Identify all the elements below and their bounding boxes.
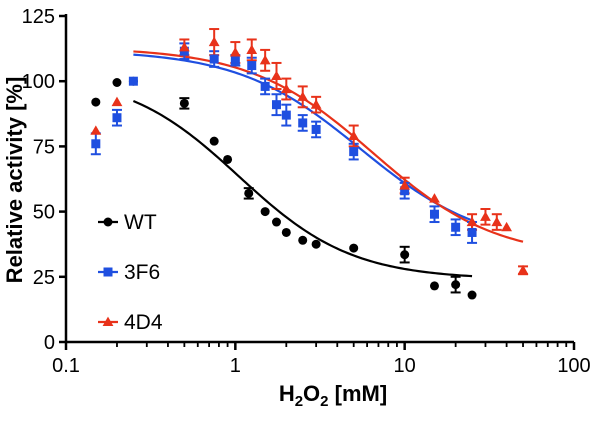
data-point-wt	[209, 136, 219, 146]
x-axis-title: H2O2 [mM]	[279, 381, 387, 410]
data-point-wt	[429, 281, 439, 291]
data-point-wt	[271, 217, 281, 227]
data-point-4d4	[246, 44, 258, 54]
data-point-3f6	[230, 55, 240, 65]
data-point-4d4	[480, 211, 491, 221]
y-axis-title: Relative activity [%]	[2, 77, 27, 284]
data-point-3f6	[271, 100, 281, 110]
y-tick-label: 0	[44, 332, 55, 354]
data-point-4d4	[111, 96, 123, 107]
data-point-wt	[112, 78, 122, 88]
y-tick-label: 75	[33, 136, 55, 158]
legend-marker-3f6	[103, 267, 113, 277]
legend: WT 3F6 4D4	[98, 211, 163, 334]
data-point-4d4	[259, 54, 271, 65]
data-point-wt	[91, 97, 101, 107]
fit-line-4d4	[133, 50, 524, 243]
data-point-4d4	[517, 264, 529, 275]
data-point-3f6	[400, 186, 410, 196]
axes: 0 25 50 75 100 125 0.1 1 10 100	[22, 6, 591, 377]
data-point-4d4	[501, 221, 513, 232]
y-tick-label: 25	[33, 267, 55, 289]
data-point-3f6	[311, 124, 321, 134]
data-point-4d4	[280, 83, 292, 94]
fit-line-wt	[132, 99, 473, 278]
data-point-3f6	[281, 110, 291, 120]
data-point-wt	[311, 239, 321, 249]
x-tick-label: 100	[557, 355, 590, 377]
data-point-3f6	[112, 113, 122, 123]
x-title-h: H	[279, 381, 295, 406]
data-point-3f6	[260, 81, 270, 91]
data-point-3f6	[298, 118, 308, 128]
data-point-4d4	[90, 125, 102, 135]
x-title-sub1: 2	[295, 393, 303, 410]
data-point-4d4	[271, 70, 282, 81]
data-point-4d4	[399, 180, 411, 190]
data-point-4d4	[466, 216, 478, 227]
data-point-3f6	[429, 209, 439, 219]
error-bars	[90, 28, 529, 294]
y-tick-label: 50	[33, 202, 55, 224]
x-title-sub2: 2	[320, 393, 328, 410]
data-point-3f6	[349, 147, 359, 157]
data-point-wt	[281, 227, 291, 237]
legend-marker-4d4	[102, 316, 114, 327]
legend-label-3f6: 3F6	[124, 261, 160, 284]
data-point-4d4	[348, 130, 360, 141]
data-point-3f6	[91, 139, 101, 149]
y-tick-label: 100	[22, 71, 55, 93]
data-markers	[90, 36, 529, 300]
legend-marker-wt	[103, 217, 113, 227]
data-point-wt	[467, 290, 477, 300]
data-point-wt	[451, 280, 461, 290]
data-point-wt	[179, 98, 189, 108]
data-point-4d4	[229, 47, 241, 57]
data-point-wt	[223, 154, 233, 164]
x-tick-label: 0.1	[52, 355, 80, 377]
data-point-4d4	[297, 91, 309, 101]
data-point-3f6	[247, 61, 257, 71]
data-point-3f6	[209, 54, 219, 64]
x-title-unit: [mM]	[329, 381, 388, 406]
legend-label-4d4: 4D4	[124, 311, 163, 334]
legend-label-wt: WT	[124, 211, 157, 234]
data-point-wt	[298, 235, 308, 245]
x-title-o: O	[303, 381, 320, 406]
data-point-4d4	[491, 216, 503, 227]
data-point-wt	[400, 250, 410, 260]
x-tick-label: 10	[394, 355, 416, 377]
data-point-4d4	[429, 193, 440, 203]
fit-lines	[132, 50, 524, 278]
y-tick-label: 125	[22, 6, 55, 28]
data-point-4d4	[208, 36, 220, 47]
x-tick-label: 1	[230, 355, 241, 377]
data-point-4d4	[310, 99, 322, 109]
data-point-3f6	[128, 76, 138, 86]
fit-line-3f6	[133, 53, 473, 222]
data-point-4d4	[178, 41, 190, 52]
data-point-3f6	[467, 227, 477, 237]
data-point-wt	[349, 243, 359, 253]
data-point-3f6	[451, 222, 461, 232]
data-point-wt	[260, 207, 270, 217]
data-point-wt	[244, 188, 254, 198]
